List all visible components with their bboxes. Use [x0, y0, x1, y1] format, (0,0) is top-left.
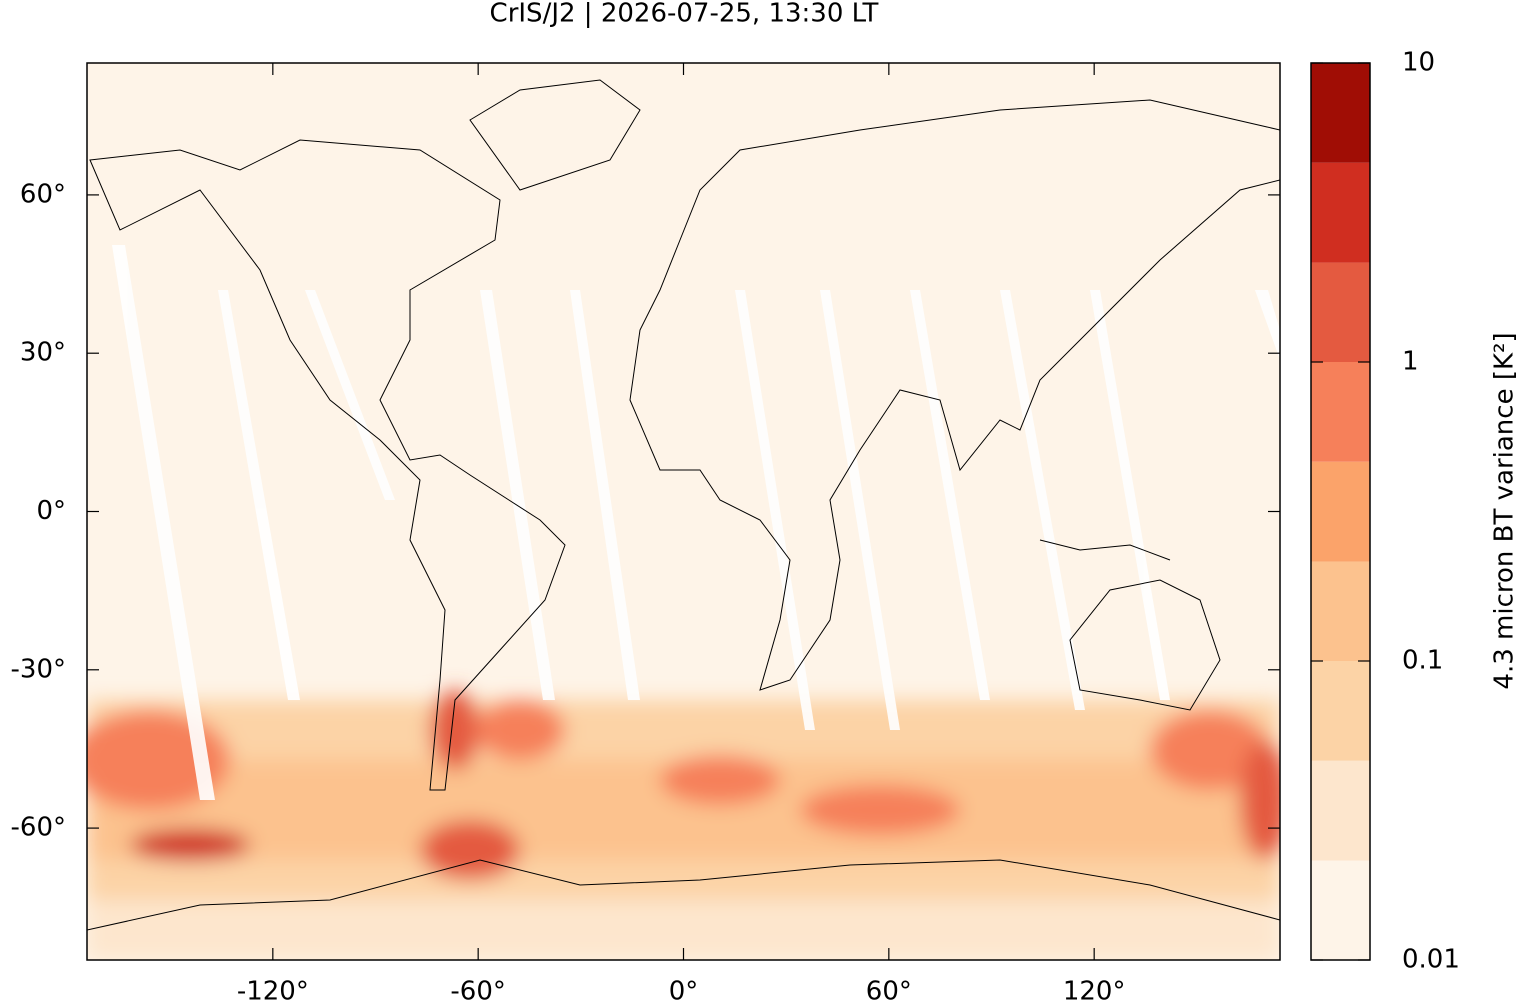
colorbar-band	[1311, 262, 1370, 362]
colorbar-band	[1311, 661, 1370, 761]
map-field	[87, 63, 1280, 960]
colorbar-band	[1311, 461, 1370, 562]
colorbar-frame	[1310, 62, 1371, 961]
coastlines	[87, 79, 1280, 931]
y-tick-label: 30°	[20, 338, 66, 368]
colorbar-band	[1311, 860, 1370, 960]
swath-gaps	[112, 245, 1280, 800]
colorbar-tick-label: 1	[1402, 347, 1419, 377]
x-tick-label: -120°	[237, 977, 309, 1002]
x-tick-label: 0°	[669, 977, 699, 1002]
colorbar-band	[1311, 362, 1370, 462]
variance-field	[87, 690, 1280, 960]
x-tick-label: 60°	[866, 977, 912, 1002]
y-tick-label: 60°	[20, 179, 66, 209]
colorbar-tick-label: 0.1	[1402, 646, 1443, 676]
colorbar-label: 4.3 micron BT variance [K²]	[1490, 332, 1519, 689]
colorbar-band	[1311, 63, 1370, 163]
y-tick-label: 0°	[36, 496, 66, 526]
x-tick-label: -60°	[450, 977, 505, 1002]
y-tick-label: -30°	[11, 654, 66, 684]
colorbar-band	[1311, 162, 1370, 263]
chart-title: CrIS/J2 | 2026-07-25, 13:30 LT	[490, 0, 879, 29]
colorbar-tick-label: 0.01	[1402, 945, 1460, 975]
colorbar-tick-label: 10	[1402, 48, 1435, 78]
colorbar-band	[1311, 760, 1370, 861]
y-tick-label: -60°	[11, 813, 66, 843]
x-tick-label: 120°	[1063, 977, 1126, 1002]
colorbar-band	[1311, 561, 1370, 661]
